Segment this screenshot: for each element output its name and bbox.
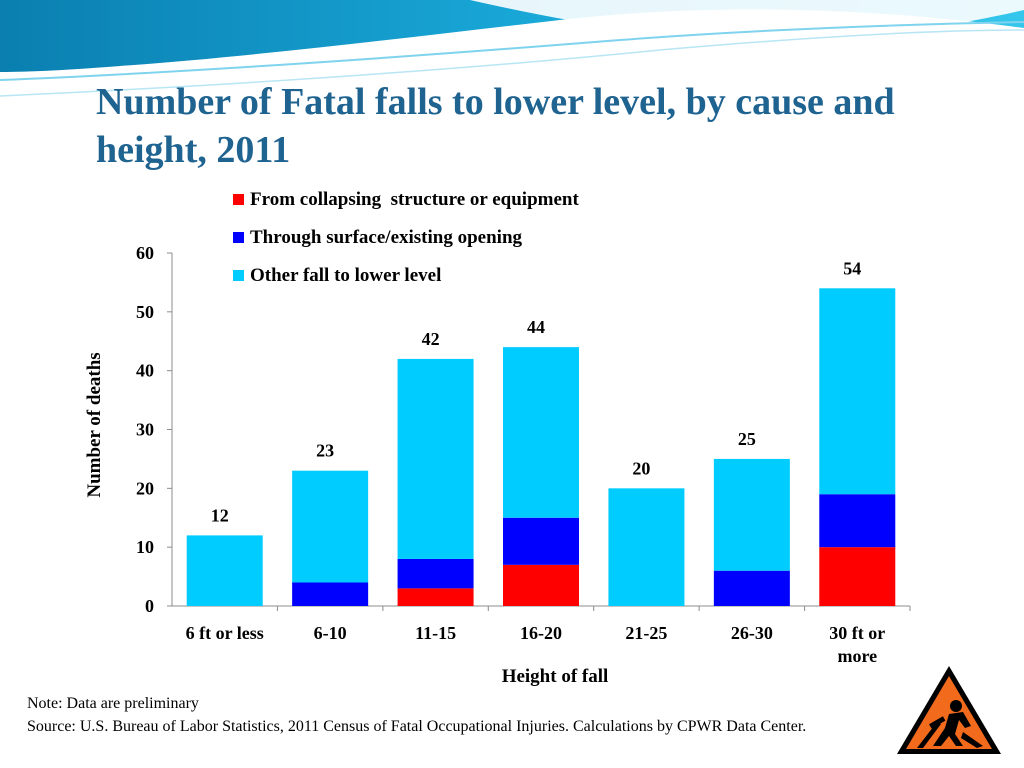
legend-label: Other fall to lower level — [250, 265, 441, 286]
total-data-label: 23 — [316, 441, 334, 461]
bar-segment-series-0-cat-2 — [397, 588, 474, 606]
construction-warning-sign-icon — [897, 666, 1001, 754]
x-tick-label: 21-25 — [625, 623, 667, 643]
legend-label: From collapsing structure or equipment — [250, 189, 579, 210]
y-axis-title: Number of deaths — [84, 352, 105, 497]
total-data-label: 12 — [211, 505, 229, 525]
bar-segment-series-1-cat-6 — [819, 494, 896, 548]
total-data-label: 25 — [738, 429, 756, 449]
legend-swatch — [233, 270, 244, 281]
bar-segment-series-2-cat-1 — [292, 470, 369, 583]
bar-segment-series-1-cat-2 — [397, 558, 474, 589]
total-data-label: 42 — [422, 329, 440, 349]
bar-segment-series-2-cat-6 — [819, 288, 896, 495]
x-tick-label: 11-15 — [415, 623, 456, 643]
y-tick-label: 60 — [136, 243, 154, 263]
bar-segment-series-1-cat-5 — [713, 570, 790, 606]
bar-segment-series-1-cat-3 — [503, 517, 579, 565]
header-wave-decoration — [0, 0, 1024, 97]
legend-label: Through surface/existing opening — [250, 227, 523, 248]
footnote: Note: Data are preliminary Source: U.S. … — [27, 692, 827, 738]
x-tick-label: 16-20 — [520, 623, 562, 643]
x-axis-title: Height of fall — [502, 666, 609, 687]
bar-segment-series-2-cat-2 — [397, 358, 474, 559]
bar-segment-series-2-cat-4 — [608, 488, 685, 606]
footnote-note: Note: Data are preliminary — [27, 695, 199, 712]
footnote-source: Source: U.S. Bureau of Labor Statistics,… — [27, 718, 807, 735]
total-data-label: 44 — [527, 317, 545, 337]
y-tick-label: 30 — [136, 420, 154, 440]
legend-swatch — [233, 232, 244, 243]
total-data-label: 54 — [843, 258, 861, 278]
bar-segment-series-0-cat-3 — [503, 564, 579, 606]
slide-title: Number of Fatal falls to lower level, by… — [96, 81, 895, 171]
x-tick-label: 6-10 — [314, 623, 347, 643]
y-tick-label: 10 — [136, 537, 154, 557]
bar-segment-series-2-cat-0 — [186, 535, 263, 606]
bar-segment-series-2-cat-5 — [713, 458, 790, 571]
total-data-label: 20 — [632, 458, 650, 478]
y-tick-label: 20 — [136, 478, 154, 498]
y-tick-label: 0 — [145, 596, 154, 616]
y-tick-label: 40 — [136, 361, 154, 381]
x-tick-label: 26-30 — [731, 623, 773, 643]
x-tick-label: 6 ft or less — [186, 623, 264, 643]
legend-swatch — [233, 194, 244, 205]
y-tick-label: 50 — [136, 302, 154, 322]
bar-segment-series-2-cat-3 — [503, 347, 579, 518]
x-tick-label: 30 ft or more — [829, 623, 885, 666]
bar-segment-series-1-cat-1 — [292, 582, 369, 606]
bar-segment-series-0-cat-6 — [819, 547, 896, 606]
